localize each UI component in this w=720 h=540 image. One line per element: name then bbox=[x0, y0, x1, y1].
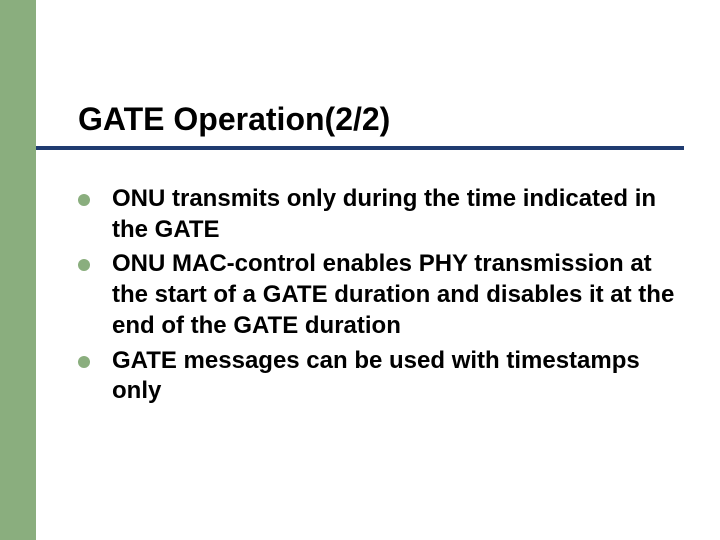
slide-title: GATE Operation(2/2) bbox=[78, 100, 680, 138]
list-item: GATE messages can be used with timestamp… bbox=[78, 346, 690, 407]
left-sidebar-accent bbox=[0, 0, 36, 540]
title-underline bbox=[36, 146, 684, 150]
slide: GATE Operation(2/2) ONU transmits only d… bbox=[0, 0, 720, 540]
bullet-text: GATE messages can be used with timestamp… bbox=[112, 346, 690, 407]
bullet-list: ONU transmits only during the time indic… bbox=[78, 184, 690, 411]
list-item: ONU MAC-control enables PHY transmission… bbox=[78, 249, 690, 341]
bullet-text: ONU transmits only during the time indic… bbox=[112, 184, 690, 245]
bullet-icon bbox=[78, 194, 90, 206]
bullet-icon bbox=[78, 259, 90, 271]
list-item: ONU transmits only during the time indic… bbox=[78, 184, 690, 245]
bullet-text: ONU MAC-control enables PHY transmission… bbox=[112, 249, 690, 341]
title-wrap: GATE Operation(2/2) bbox=[78, 100, 680, 138]
bullet-icon bbox=[78, 356, 90, 368]
